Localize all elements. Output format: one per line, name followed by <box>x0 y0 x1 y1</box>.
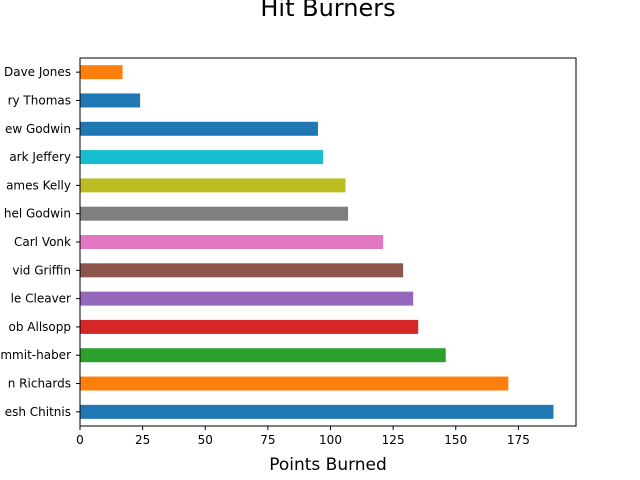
bar <box>80 206 349 221</box>
x-tick-label: 100 <box>319 433 342 447</box>
bar <box>80 93 141 108</box>
x-axis-label: Points Burned <box>269 455 387 475</box>
bar <box>80 291 414 306</box>
bar <box>80 150 323 165</box>
y-tick-label: mmit-haber <box>0 348 71 362</box>
y-tick-label: le Cleaver <box>11 292 71 306</box>
y-tick-label: ames Kelly <box>6 178 71 192</box>
y-tick-label: ob Allsopp <box>9 320 71 334</box>
x-tick-label: 25 <box>135 433 150 447</box>
bar <box>80 263 404 278</box>
y-tick-label: vid Griffin <box>12 263 71 277</box>
chart-title: Hit Burners <box>260 0 395 22</box>
bar <box>80 376 509 391</box>
bar <box>80 235 384 249</box>
bar <box>80 404 554 419</box>
x-tick-group: 0 25 50 75 100 125 150 175 <box>76 426 530 447</box>
bar <box>80 348 446 363</box>
y-tick-label: hel Godwin <box>4 207 71 221</box>
bar <box>80 319 419 334</box>
bars-group <box>80 65 554 419</box>
y-tick-label: n Richards <box>8 377 71 391</box>
y-tick-label: ry Thomas <box>8 93 71 107</box>
y-tick-label: Dave Jones <box>4 65 71 79</box>
y-tick-label: ark Jeffery <box>9 150 71 164</box>
y-tick-label: Carl Vonk <box>14 235 71 249</box>
x-tick-label: 0 <box>76 433 84 447</box>
y-tick-group: Dave Jones ry Thomas ew Godwin ark Jeffery a… <box>0 65 80 419</box>
bar <box>80 121 318 136</box>
x-tick-label: 150 <box>444 433 467 447</box>
y-tick-label: esh Chitnis <box>5 405 71 419</box>
x-tick-label: 50 <box>198 433 213 447</box>
y-tick-label: ew Godwin <box>5 122 71 136</box>
x-tick-label: 75 <box>260 433 275 447</box>
x-tick-label: 125 <box>382 433 405 447</box>
bar <box>80 178 346 193</box>
plot-frame <box>79 57 577 427</box>
x-tick-label: 175 <box>507 433 530 447</box>
bar <box>80 65 123 80</box>
